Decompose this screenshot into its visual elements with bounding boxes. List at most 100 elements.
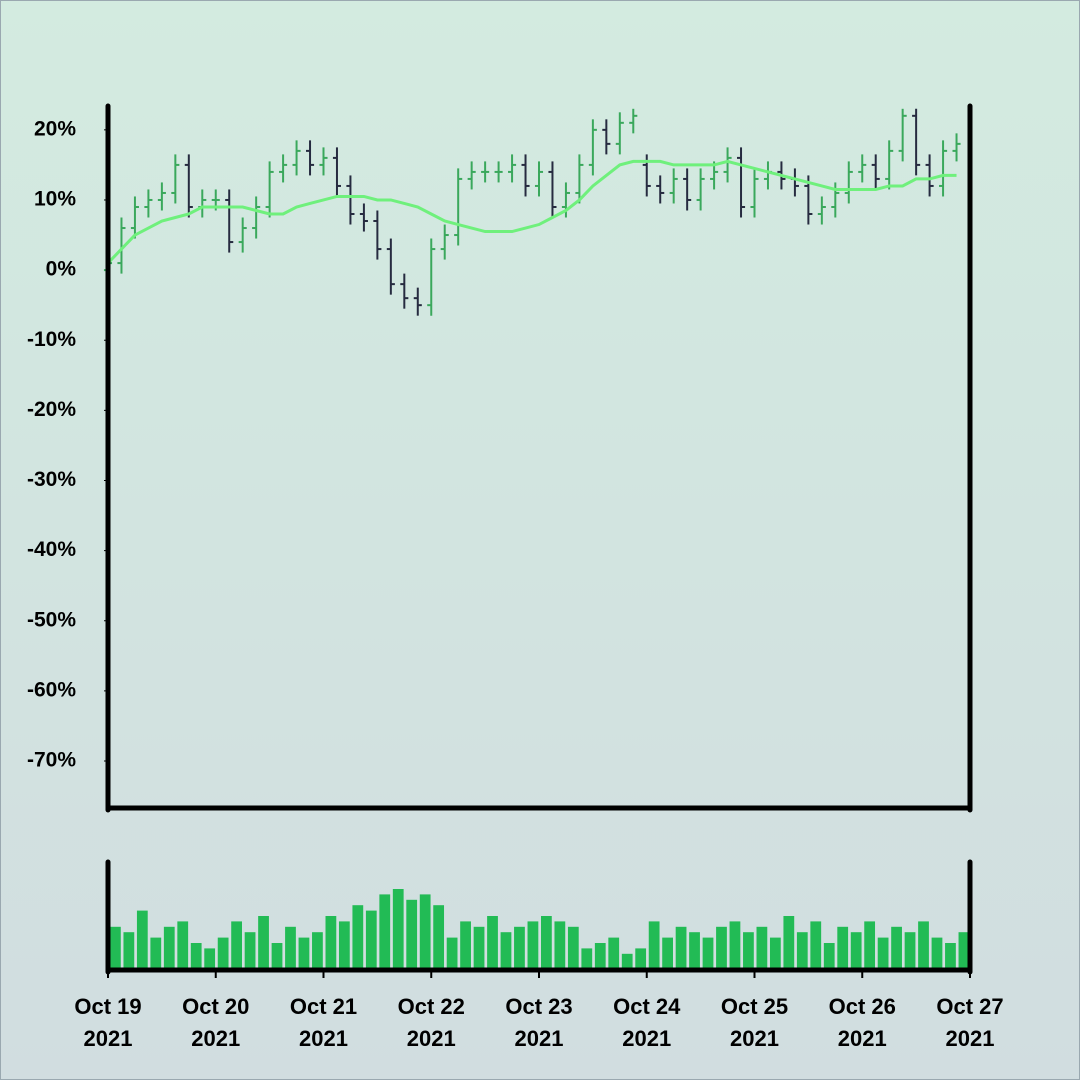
volume-bar bbox=[150, 937, 162, 970]
y-tick-label: -60% bbox=[27, 678, 76, 701]
volume-bar bbox=[891, 926, 902, 970]
volume-bar bbox=[312, 932, 323, 970]
volume-bar bbox=[743, 932, 754, 970]
volume-bar bbox=[110, 926, 121, 970]
volume-bar bbox=[756, 926, 768, 970]
y-tick-label: -20% bbox=[27, 398, 76, 421]
volume-bar bbox=[796, 932, 808, 970]
x-tick-label-line: Oct 25 bbox=[721, 994, 788, 1019]
volume-bar bbox=[945, 943, 956, 970]
volume-bar bbox=[877, 937, 889, 970]
x-tick-label: Oct 22 2021 bbox=[398, 994, 465, 1051]
volume-bar bbox=[204, 948, 216, 970]
volume-bar bbox=[823, 943, 835, 970]
volume-bar bbox=[729, 921, 741, 970]
volume-bar bbox=[541, 916, 552, 970]
x-tick-label-line: Oct 20 bbox=[182, 994, 249, 1019]
x-tick-label-line: Oct 19 bbox=[74, 994, 141, 1019]
volume-bar bbox=[298, 937, 310, 970]
volume-bar bbox=[837, 926, 849, 970]
volume-bar bbox=[258, 916, 269, 970]
y-tick-label: 20% bbox=[34, 117, 76, 140]
x-tick-label: Oct 21 2021 bbox=[290, 994, 357, 1051]
volume-bar bbox=[581, 948, 593, 970]
volume-bar bbox=[567, 926, 579, 970]
x-tick-label-line: Oct 21 bbox=[290, 994, 357, 1019]
volume-bar bbox=[271, 943, 283, 970]
volume-bar bbox=[850, 932, 862, 970]
volume-bar bbox=[500, 932, 512, 970]
y-tick-label: 0% bbox=[46, 258, 77, 281]
volume-bar bbox=[810, 921, 822, 970]
x-tick-label-line: Oct 27 bbox=[936, 994, 1003, 1019]
volume-bar bbox=[487, 916, 498, 970]
volume-bar bbox=[325, 916, 337, 970]
volume-bar bbox=[621, 953, 633, 970]
volume-bar bbox=[406, 899, 418, 970]
y-tick-label: 10% bbox=[34, 188, 76, 211]
volume-bar bbox=[635, 948, 647, 970]
moving-average-line bbox=[106, 159, 957, 265]
volume-bar bbox=[136, 910, 148, 970]
volume-bar bbox=[716, 926, 727, 970]
x-tick-label-line: 2021 bbox=[622, 1026, 671, 1051]
volume-bar bbox=[392, 889, 404, 970]
x-tick-label-line: 2021 bbox=[946, 1026, 995, 1051]
volume-bar bbox=[783, 916, 795, 970]
x-tick-label-line: Oct 24 bbox=[613, 994, 681, 1019]
volume-bar bbox=[958, 932, 970, 970]
volume-bar bbox=[244, 932, 256, 970]
volume-bar bbox=[419, 894, 431, 970]
y-tick-label: -70% bbox=[27, 749, 76, 772]
x-tick-label: Oct 19 2021 bbox=[74, 994, 141, 1051]
volume-bar bbox=[338, 921, 350, 970]
x-tick-label: Oct 25 2021 bbox=[721, 994, 788, 1051]
volume-bar bbox=[190, 943, 202, 970]
x-tick-label: Oct 20 2021 bbox=[182, 994, 249, 1051]
volume-bar bbox=[662, 937, 673, 970]
volume-bar bbox=[433, 905, 445, 970]
x-tick-label-line: 2021 bbox=[407, 1026, 456, 1051]
x-tick-label-line: Oct 22 bbox=[398, 994, 465, 1019]
x-tick-label: Oct 27 2021 bbox=[936, 994, 1003, 1051]
x-tick-label: Oct 23 2021 bbox=[505, 994, 572, 1051]
volume-bar bbox=[918, 921, 929, 970]
volume-bar bbox=[177, 921, 189, 970]
x-tick-label-line: Oct 26 bbox=[829, 994, 896, 1019]
y-tick-label: -50% bbox=[27, 608, 76, 631]
x-tick-label-line: 2021 bbox=[730, 1026, 779, 1051]
volume-bar bbox=[123, 932, 135, 970]
volume-bar bbox=[285, 926, 296, 970]
volume-bar bbox=[675, 926, 687, 970]
y-tick-label: -30% bbox=[27, 468, 76, 491]
x-tick-label-line: 2021 bbox=[84, 1026, 133, 1051]
y-tick-label: -10% bbox=[27, 328, 76, 351]
x-tick-label-line: Oct 23 bbox=[505, 994, 572, 1019]
x-tick-label-line: 2021 bbox=[299, 1026, 348, 1051]
x-tick-label: Oct 26 2021 bbox=[829, 994, 896, 1051]
volume-bar bbox=[769, 937, 781, 970]
volume-bar bbox=[460, 921, 471, 970]
volume-bar bbox=[231, 921, 242, 970]
volume-bar bbox=[217, 937, 229, 970]
volume-bar bbox=[702, 937, 714, 970]
x-tick-label: Oct 24 2021 bbox=[613, 994, 681, 1051]
x-tick-label-line: 2021 bbox=[838, 1026, 887, 1051]
volume-bar bbox=[648, 921, 660, 970]
volume-bar bbox=[379, 894, 391, 970]
volume-bar bbox=[365, 910, 377, 970]
volume-bar bbox=[514, 926, 525, 970]
volume-bar bbox=[931, 937, 943, 970]
volume-bar bbox=[689, 932, 700, 970]
volume-bar bbox=[554, 921, 566, 970]
volume-bar bbox=[446, 937, 458, 970]
volume-bar bbox=[527, 921, 539, 970]
x-tick-label-line: 2021 bbox=[515, 1026, 564, 1051]
volume-bar bbox=[163, 926, 175, 970]
volume-bar bbox=[904, 932, 916, 970]
volume-bar bbox=[608, 937, 620, 970]
y-tick-label: -40% bbox=[27, 538, 76, 561]
volume-bar bbox=[352, 905, 364, 970]
